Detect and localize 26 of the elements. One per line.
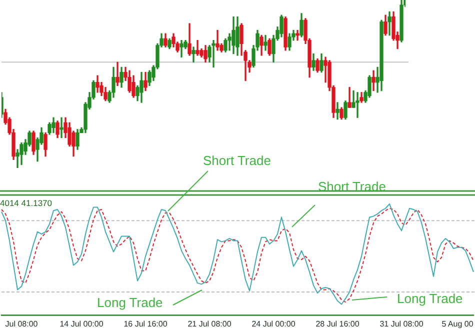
x-tick-label: Jul 08:00: [5, 319, 38, 328]
x-tick-label: 14 Jul 00:00: [60, 319, 104, 328]
candlestick: [212, 40, 216, 68]
candlestick: [196, 40, 200, 56]
x-tick-label: 24 Jul 00:00: [252, 319, 296, 328]
candlestick: [180, 40, 184, 58]
candlestick: [228, 33, 232, 51]
candlestick: [296, 30, 300, 41]
candlestick: [388, 11, 392, 36]
annotation: Long Trade: [397, 291, 463, 306]
candlestick: [336, 102, 340, 120]
x-tick-label: 31 Jul 08:00: [380, 319, 424, 328]
candlestick: [192, 46, 196, 62]
candlestick: [60, 117, 64, 138]
annotation: Short Trade: [203, 153, 271, 168]
x-tick-label: 21 Jul 08:00: [188, 319, 232, 328]
candlestick: [216, 30, 220, 51]
candlestick: [116, 62, 120, 86]
candlestick: [372, 70, 376, 92]
text: Short Trade: [318, 179, 386, 194]
annotation: Long Trade: [97, 295, 163, 310]
x-tick-label: 5 Aug 00: [442, 319, 474, 328]
annotation: 4014 41.1370: [0, 198, 52, 208]
x-tick-label: 16 Jul 16:00: [124, 319, 168, 328]
candlestick: [356, 92, 360, 118]
x-tick-label: 28 Jul 16:00: [316, 319, 360, 328]
